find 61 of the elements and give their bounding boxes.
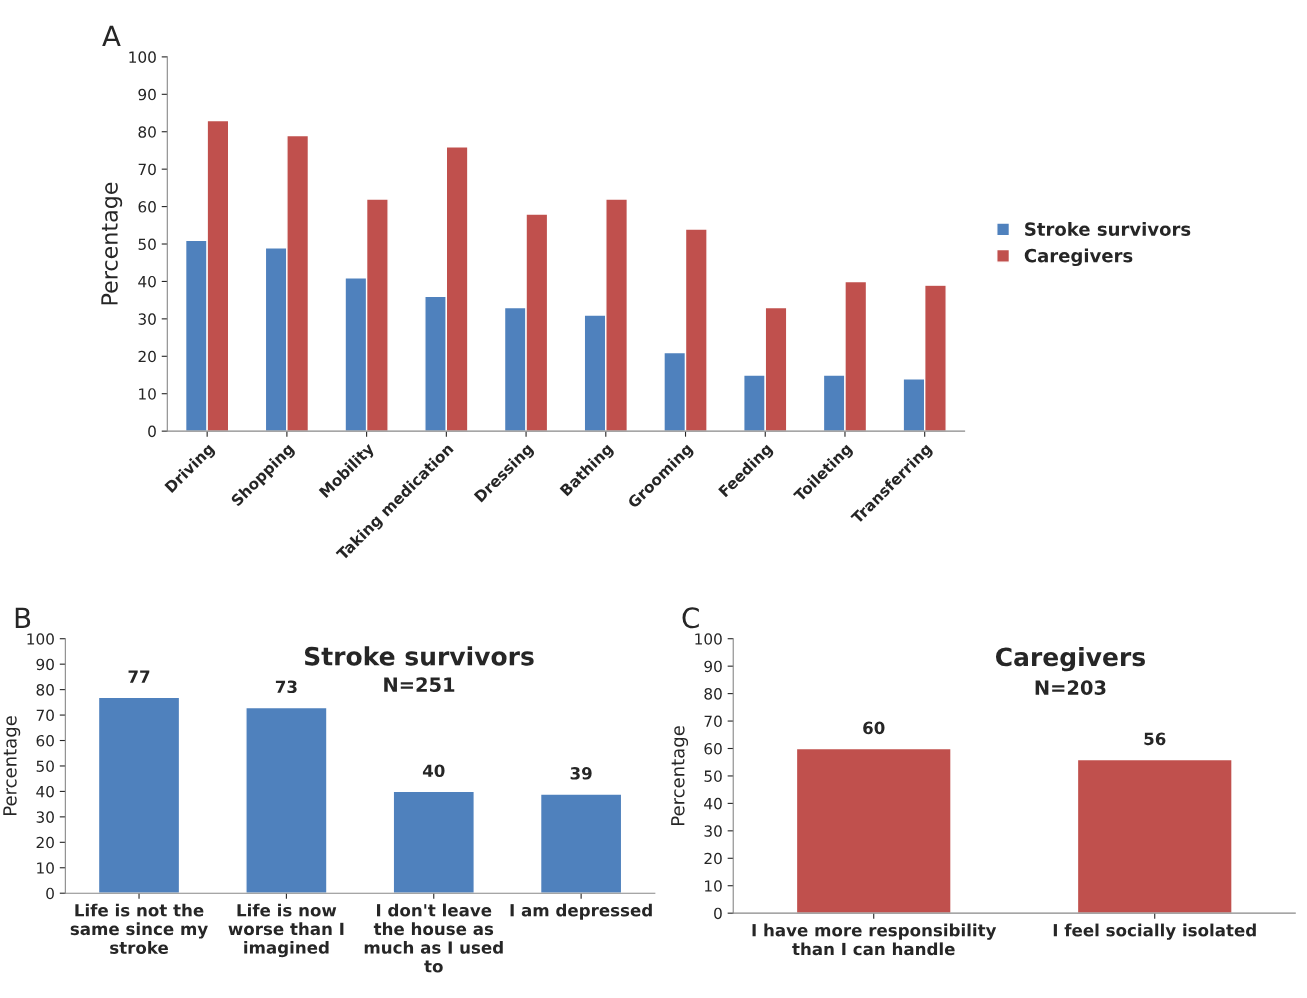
- text: B: [15, 607, 31, 628]
- y-tick-label: 10: [705, 880, 722, 892]
- text: N=203: [1035, 680, 1106, 695]
- y-tick-label: 30: [36, 811, 54, 823]
- y-tick-label: 90: [704, 660, 722, 673]
- bar: [97, 696, 181, 894]
- y-tick-label: 60: [36, 734, 54, 747]
- y-tick-label: 80: [36, 684, 54, 696]
- y-tick-label: 0: [148, 425, 156, 438]
- y-axis-title: Percentage: [3, 716, 21, 815]
- y-tick-label: 20: [704, 852, 722, 865]
- data-label: 56: [1144, 732, 1166, 746]
- y-tick-label: 70: [36, 709, 54, 722]
- x-tick-label: I feel socially isolated: [1053, 923, 1256, 940]
- data-label: 40: [422, 764, 445, 778]
- x-tick-label: Life is now worse than I imagined: [228, 903, 344, 958]
- y-tick-label: 100: [27, 633, 54, 645]
- text: C: [682, 607, 699, 629]
- y-tick-label: 40: [704, 797, 722, 810]
- y-tick-label: 20: [36, 836, 54, 849]
- data-label: 77: [128, 670, 150, 683]
- chart-title: Stroke survivors: [305, 646, 534, 666]
- bar: [539, 793, 623, 894]
- y-tick-label: 20: [138, 350, 156, 363]
- x-tick-label: I am depressed: [510, 903, 652, 920]
- y-tick-label: 0: [714, 907, 722, 920]
- y-tick-label: 10: [37, 862, 54, 874]
- y-tick-label: 10: [139, 388, 156, 400]
- y-axis-title: Percentage: [101, 182, 123, 305]
- y-tick-label: 80: [704, 688, 722, 700]
- data-label: 39: [570, 767, 592, 780]
- data-label: 60: [863, 721, 885, 735]
- y-tick-label: 30: [138, 313, 156, 325]
- chart-title: Caregivers: [995, 646, 1145, 672]
- y-tick-label: 0: [46, 887, 54, 900]
- y-tick-label: 50: [36, 760, 54, 772]
- y-tick-label: 60: [138, 201, 156, 213]
- x-tick-label: I don't leave the house as much as I used to: [364, 903, 503, 973]
- x-tick-label: Life is not the same since my stroke: [70, 903, 208, 954]
- bar: [245, 706, 328, 894]
- y-tick-label: 70: [704, 715, 722, 728]
- bar: [392, 790, 475, 894]
- y-tick-label: 100: [695, 633, 722, 645]
- legend-label: Stroke survivors: [1025, 221, 1191, 236]
- text: N=251: [384, 677, 455, 692]
- y-tick-label: 70: [138, 163, 156, 176]
- y-tick-label: 90: [36, 658, 54, 671]
- text: A: [102, 25, 121, 47]
- y-tick-label: 40: [138, 275, 156, 288]
- y-tick-label: 80: [138, 126, 156, 138]
- y-tick-label: 50: [138, 238, 156, 251]
- y-tick-label: 30: [704, 825, 722, 837]
- y-axis-title: Percentage: [671, 726, 689, 825]
- legend-label: Caregivers: [1024, 248, 1133, 267]
- y-tick-label: 90: [138, 88, 156, 101]
- x-tick-label: I have more responsibility than I can handle: [752, 923, 997, 956]
- y-tick-label: 40: [36, 785, 54, 798]
- data-label: 73: [275, 680, 297, 694]
- y-tick-label: 100: [129, 51, 156, 63]
- y-tick-label: 60: [704, 742, 722, 755]
- y-tick-label: 50: [704, 770, 722, 782]
